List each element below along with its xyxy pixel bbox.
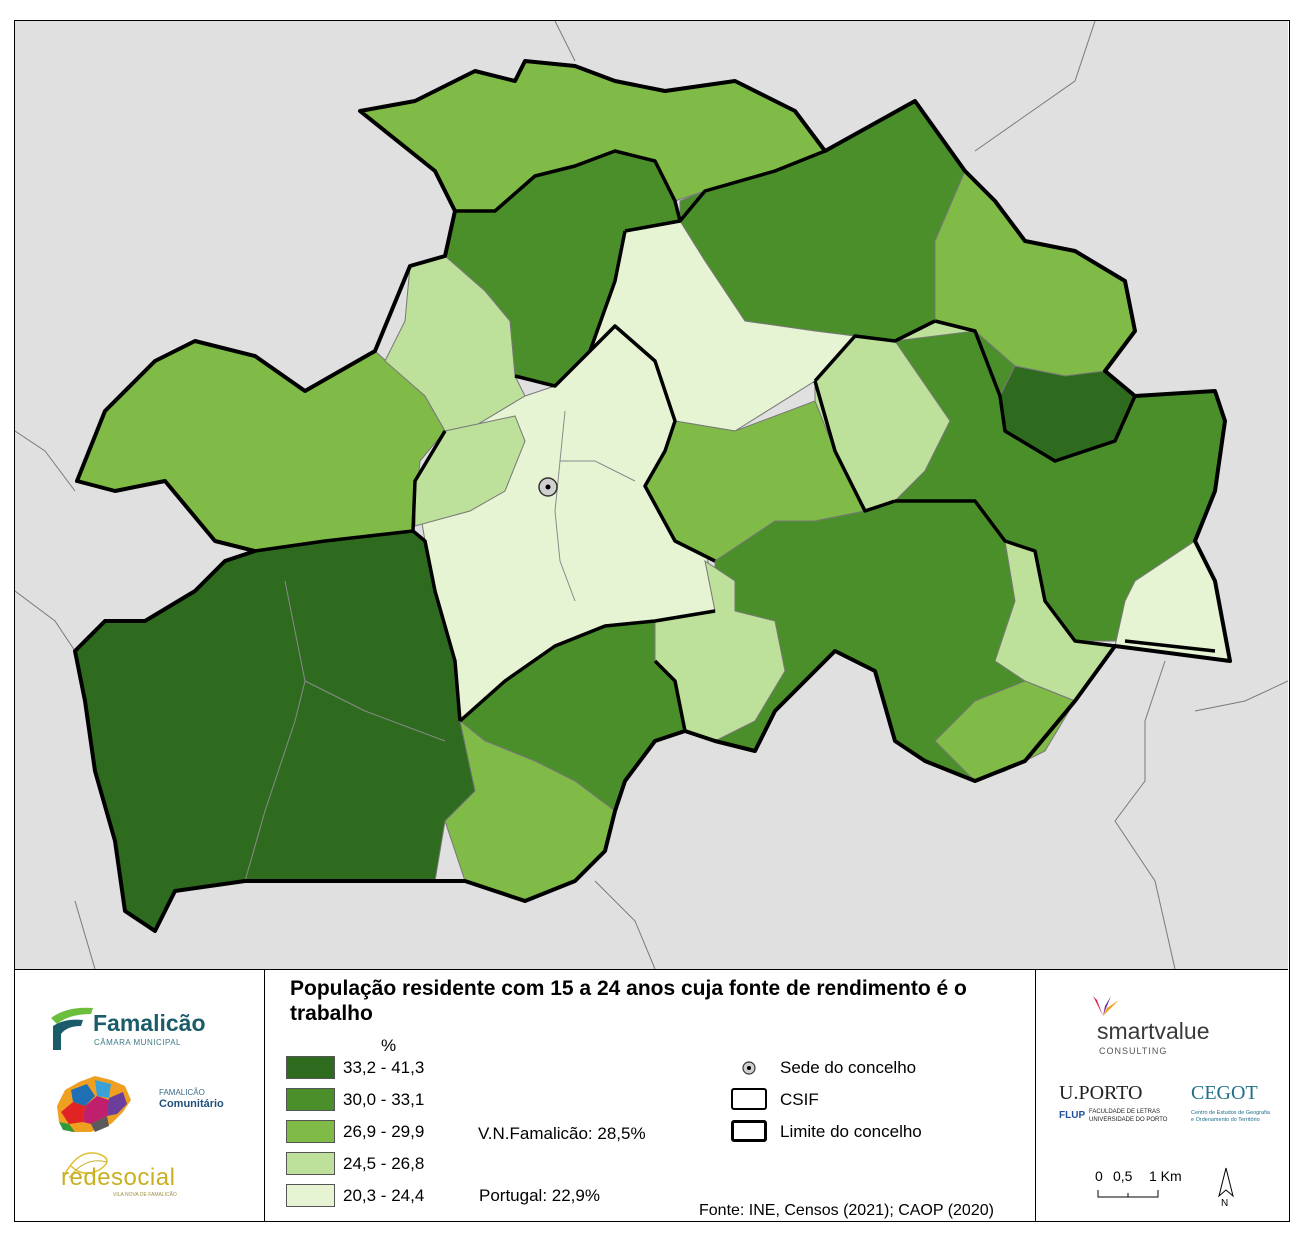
legend-swatch-class-2 xyxy=(286,1152,335,1175)
legend-divider-left xyxy=(264,970,265,1222)
scale-label-one: 1 Km xyxy=(1149,1168,1182,1184)
concelho-limit xyxy=(73,59,1232,933)
uporto-university: UNIVERSIDADE DO PORTO xyxy=(1089,1117,1168,1123)
scale-bar-line xyxy=(1097,1190,1159,1198)
cegot-logo: CEGOT Centro de Estudos de Geografia e O… xyxy=(1191,1082,1286,1132)
redesocial-swirl-icon xyxy=(64,1152,108,1179)
concelho-seat-icon xyxy=(538,477,558,497)
legend-label-class-3: 26,9 - 29,9 xyxy=(343,1122,425,1141)
famalicao-logo: Famalicão CÂMARA MUNICIPAL xyxy=(47,1000,247,1060)
legend-label-class-5: 33,2 - 41,3 xyxy=(343,1058,425,1077)
legend-csif-label: CSIF xyxy=(780,1090,819,1109)
smartvalue-name: smartvalue xyxy=(1097,1018,1210,1044)
legend-csif-symbol xyxy=(731,1088,767,1110)
smartvalue-sub: CONSULTING xyxy=(1099,1046,1168,1056)
legend-label-class-2: 24,5 - 26,8 xyxy=(343,1154,425,1173)
north-label: N xyxy=(1221,1198,1229,1209)
legend-label-class-1: 20,3 - 24,4 xyxy=(343,1186,425,1205)
seat-legend-icon xyxy=(742,1061,756,1075)
legend-title: População residente com 15 a 24 anos cuj… xyxy=(290,977,967,1025)
legend-limit-label: Limite do concelho xyxy=(780,1122,922,1141)
legend-swatch-class-1 xyxy=(286,1184,335,1207)
neighbour-boundaries xyxy=(15,21,1288,969)
legend-divider-right xyxy=(1035,970,1036,1222)
smartvalue-logo: smartvalue CONSULTING xyxy=(1091,994,1271,1064)
scale-bar: 0 0,5 1 Km xyxy=(1093,1168,1203,1208)
map-figure: Famalicão CÂMARA MUNICIPAL FAMALICÃO Com… xyxy=(14,20,1290,1222)
legend-panel: Famalicão CÂMARA MUNICIPAL FAMALICÃO Com… xyxy=(15,969,1288,1222)
smartvalue-mark-icon xyxy=(1093,996,1119,1016)
parish-internal-boundaries xyxy=(244,410,636,882)
scale-label-half: 0,5 xyxy=(1113,1168,1133,1184)
famalicao-mark-icon xyxy=(51,1007,93,1050)
redesocial-logo: redesocial VILA NOVA DE FAMALICÃO xyxy=(53,1150,253,1210)
redesocial-sub: VILA NOVA DE FAMALICÃO xyxy=(113,1192,177,1198)
cegot-sub1: Centro de Estudos de Geografia xyxy=(1191,1110,1270,1116)
cegot-sub2: e Ordenamento do Território xyxy=(1191,1117,1260,1123)
source-note: Fonte: INE, Censos (2021); CAOP (2020) xyxy=(699,1202,994,1219)
legend-seat-label: Sede do concelho xyxy=(780,1058,917,1077)
redesocial-name: redesocial xyxy=(61,1164,176,1191)
comunitario-logo: FAMALICÃO Comunitário xyxy=(51,1066,251,1146)
comunitario-line2: Comunitário xyxy=(159,1098,224,1110)
legend-label-class-4: 30,0 - 33,1 xyxy=(343,1090,425,1109)
comunitario-map-icon xyxy=(57,1076,131,1132)
famalicao-logo-sub: CÂMARA MUNICIPAL xyxy=(94,1038,181,1047)
north-arrow-icon xyxy=(1218,1167,1234,1198)
famalicao-logo-name: Famalicão xyxy=(93,1010,206,1036)
uporto-faculty: FACULDADE DE LETRAS xyxy=(1089,1109,1161,1115)
vnf-statistic: V.N.Famalicão: 28,5% xyxy=(478,1124,646,1143)
comunitario-line1: FAMALICÃO xyxy=(159,1088,205,1097)
cegot-name: CEGOT xyxy=(1191,1082,1258,1104)
portugal-statistic: Portugal: 22,9% xyxy=(479,1186,600,1205)
legend-swatch-class-4 xyxy=(286,1088,335,1111)
uporto-name: U.PORTO xyxy=(1059,1082,1143,1104)
scale-label-zero: 0 xyxy=(1095,1168,1103,1184)
legend-limit-symbol xyxy=(731,1120,767,1142)
uporto-flup: FLUP xyxy=(1059,1110,1086,1121)
choropleth-map xyxy=(15,21,1288,969)
legend-unit: % xyxy=(381,1036,397,1055)
legend-swatch-class-3 xyxy=(286,1120,335,1143)
uporto-logo: U.PORTO FLUP FACULDADE DE LETRAS UNIVERS… xyxy=(1059,1082,1189,1132)
legend-swatch-class-5 xyxy=(286,1056,335,1079)
